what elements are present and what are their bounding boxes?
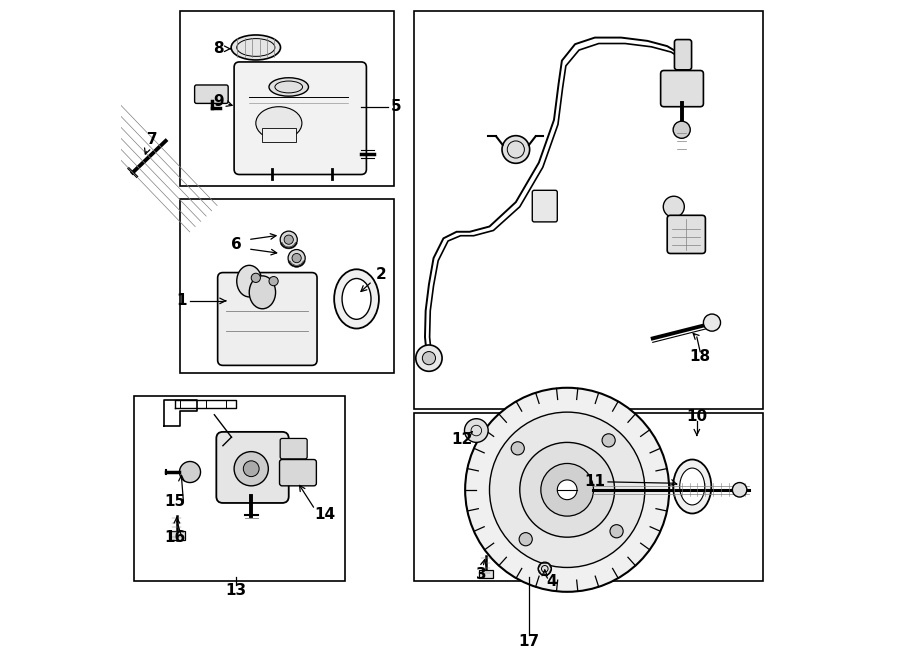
FancyBboxPatch shape <box>479 570 493 578</box>
Text: 6: 6 <box>230 237 241 253</box>
FancyBboxPatch shape <box>280 459 317 486</box>
Ellipse shape <box>680 468 705 505</box>
Circle shape <box>557 480 577 500</box>
Ellipse shape <box>249 276 275 309</box>
Ellipse shape <box>269 78 309 96</box>
FancyBboxPatch shape <box>667 215 706 253</box>
Bar <box>180 11 394 186</box>
Ellipse shape <box>673 459 711 514</box>
Ellipse shape <box>288 250 305 266</box>
FancyBboxPatch shape <box>532 190 557 222</box>
Circle shape <box>511 442 525 455</box>
Ellipse shape <box>334 269 379 329</box>
Ellipse shape <box>269 276 278 286</box>
Ellipse shape <box>502 136 529 163</box>
Circle shape <box>663 196 684 217</box>
Circle shape <box>465 388 670 592</box>
Text: 8: 8 <box>213 41 223 56</box>
Text: 7: 7 <box>148 132 157 147</box>
FancyBboxPatch shape <box>216 432 289 503</box>
Text: 3: 3 <box>476 566 487 582</box>
Ellipse shape <box>733 483 747 497</box>
FancyBboxPatch shape <box>169 531 184 541</box>
Ellipse shape <box>284 235 293 245</box>
Text: 13: 13 <box>226 583 247 598</box>
Text: 10: 10 <box>687 408 707 424</box>
Text: 18: 18 <box>689 349 711 364</box>
FancyBboxPatch shape <box>218 272 317 366</box>
Text: 2: 2 <box>375 267 386 282</box>
Ellipse shape <box>251 273 260 282</box>
Circle shape <box>519 533 532 546</box>
FancyBboxPatch shape <box>194 85 229 103</box>
Circle shape <box>704 314 721 331</box>
Circle shape <box>673 121 690 138</box>
Circle shape <box>610 525 623 538</box>
Text: 1: 1 <box>176 293 186 309</box>
Circle shape <box>490 412 644 567</box>
Bar <box>414 412 762 580</box>
Circle shape <box>234 451 268 486</box>
Ellipse shape <box>292 253 302 262</box>
FancyBboxPatch shape <box>262 128 296 141</box>
FancyBboxPatch shape <box>674 40 691 70</box>
Text: 9: 9 <box>213 94 223 109</box>
Circle shape <box>422 352 436 365</box>
Text: 11: 11 <box>584 475 606 489</box>
Text: 17: 17 <box>518 634 539 648</box>
FancyBboxPatch shape <box>280 438 307 459</box>
Text: 4: 4 <box>546 574 557 590</box>
Ellipse shape <box>256 106 302 139</box>
Bar <box>134 397 345 580</box>
Circle shape <box>541 463 593 516</box>
Text: 12: 12 <box>451 432 472 447</box>
Ellipse shape <box>342 278 371 319</box>
Text: 14: 14 <box>314 507 336 522</box>
Text: 5: 5 <box>391 99 401 114</box>
FancyBboxPatch shape <box>661 71 704 106</box>
Ellipse shape <box>237 265 262 297</box>
Circle shape <box>416 345 442 371</box>
Circle shape <box>179 461 201 483</box>
Circle shape <box>243 461 259 477</box>
Ellipse shape <box>280 231 297 249</box>
FancyBboxPatch shape <box>234 62 366 175</box>
Circle shape <box>520 442 615 537</box>
Circle shape <box>464 418 488 442</box>
Text: 16: 16 <box>164 530 185 545</box>
Bar <box>180 199 394 373</box>
Ellipse shape <box>538 563 552 575</box>
Text: 15: 15 <box>165 494 185 509</box>
Circle shape <box>602 434 616 447</box>
Bar <box>414 11 762 409</box>
Ellipse shape <box>231 35 281 60</box>
